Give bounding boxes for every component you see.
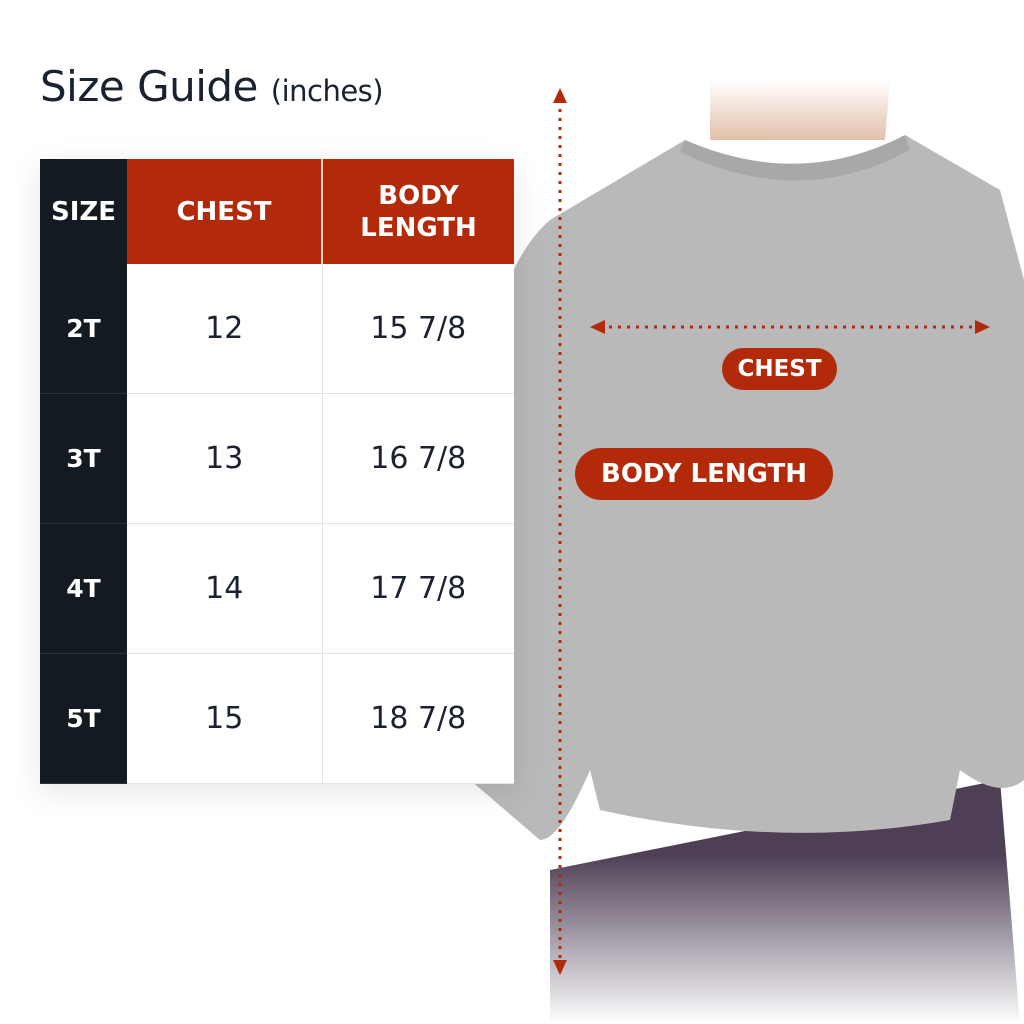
- table-row: 2T 12 15 7/8: [40, 264, 514, 394]
- chest-cell: 14: [127, 523, 323, 654]
- size-cell: 5T: [40, 653, 127, 784]
- title-text: Size Guide: [40, 62, 258, 111]
- table-row: 4T 14 17 7/8: [40, 523, 514, 654]
- table-row: 3T 13 16 7/8: [40, 393, 514, 524]
- size-cell: 4T: [40, 523, 127, 654]
- arrow-left-icon: [590, 320, 605, 334]
- arrow-down-icon: [553, 960, 567, 975]
- page-title: Size Guide (inches): [40, 62, 384, 111]
- length-cell: 18 7/8: [322, 653, 514, 784]
- table-row: 5T 15 18 7/8: [40, 653, 514, 784]
- table-header-row: SIZE CHEST BODY LENGTH: [40, 159, 514, 264]
- header-chest: CHEST: [127, 159, 323, 264]
- arrow-up-icon: [553, 88, 567, 103]
- header-body-length: BODY LENGTH: [322, 159, 514, 264]
- title-unit: (inches): [270, 74, 384, 108]
- length-cell: 15 7/8: [322, 264, 514, 394]
- chest-cell: 15: [127, 653, 323, 784]
- header-size: SIZE: [40, 159, 127, 264]
- chest-cell: 13: [127, 393, 323, 524]
- length-cell: 16 7/8: [322, 393, 514, 524]
- length-cell: 17 7/8: [322, 523, 514, 654]
- size-table: SIZE CHEST BODY LENGTH 2T 12 15 7/8 3T 13…: [40, 159, 514, 784]
- size-cell: 2T: [40, 264, 127, 394]
- chest-cell: 12: [127, 264, 323, 394]
- arrow-right-icon: [975, 320, 990, 334]
- size-cell: 3T: [40, 393, 127, 524]
- body-length-label: BODY LENGTH: [575, 448, 833, 500]
- chest-label: CHEST: [722, 348, 837, 390]
- sweatshirt-model-image: [440, 80, 1024, 1024]
